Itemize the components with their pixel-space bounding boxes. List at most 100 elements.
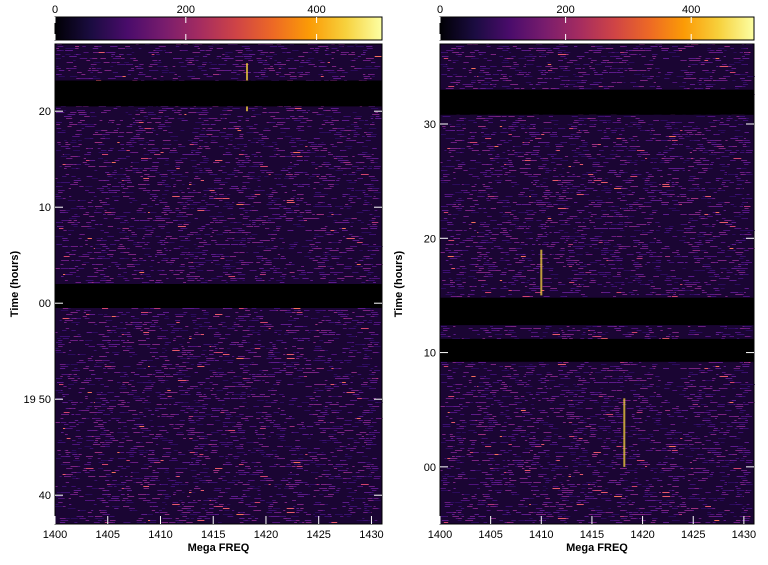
heatmap-cell (312, 148, 318, 149)
heatmap-cell (312, 458, 318, 459)
heatmap-cell (325, 116, 332, 117)
heatmap-cell (107, 342, 111, 343)
heatmap-cell (280, 430, 286, 431)
heatmap-cell (193, 400, 197, 401)
heatmap-cell (75, 48, 79, 49)
heatmap-cell (293, 120, 301, 121)
heatmap-cell (126, 248, 130, 249)
heatmap-cell (321, 142, 324, 143)
heatmap-cell (215, 420, 221, 421)
heatmap-cell (312, 260, 315, 261)
heatmap-cell (157, 314, 165, 315)
heatmap-cell (79, 208, 86, 209)
heatmap-cell (232, 278, 240, 279)
heatmap-cell (234, 386, 242, 387)
heatmap-cell (65, 48, 72, 49)
heatmap-cell (68, 222, 75, 223)
heatmap-cell (227, 454, 233, 455)
heatmap-cell (75, 282, 81, 283)
heatmap-cell (274, 426, 278, 427)
heatmap-cell (328, 322, 334, 323)
heatmap-cell (189, 438, 193, 439)
heatmap-cell (324, 256, 328, 257)
heatmap-cell (144, 390, 152, 391)
heatmap-cell (130, 372, 135, 373)
heatmap-cell (166, 456, 169, 457)
heatmap-cell (367, 358, 371, 359)
heatmap-cell (159, 242, 163, 243)
heatmap-cell (323, 406, 327, 407)
heatmap-cell (178, 454, 186, 455)
heatmap-cell (362, 268, 371, 269)
heatmap-cell (129, 356, 133, 357)
heatmap-cell (277, 428, 283, 429)
heatmap-cell (172, 148, 176, 149)
heatmap-cell (301, 60, 305, 61)
heatmap-cell (142, 430, 150, 431)
heatmap-cell (69, 426, 77, 427)
heatmap-cell (63, 394, 69, 395)
heatmap-cell (370, 178, 377, 179)
heatmap-cell (232, 356, 235, 357)
heatmap-cell (319, 350, 325, 351)
heatmap-cell (237, 162, 241, 163)
heatmap-cell (199, 438, 205, 439)
heatmap-cell (101, 346, 106, 347)
heatmap-cell (192, 166, 196, 167)
heatmap-cell (273, 400, 278, 401)
heatmap-cell (72, 136, 80, 137)
heatmap-cell (175, 166, 180, 167)
heatmap-cell (69, 374, 77, 375)
heatmap-cell (236, 318, 244, 319)
heatmap-cell (195, 256, 199, 257)
heatmap-cell (239, 278, 245, 279)
heatmap-cell (109, 362, 115, 363)
heatmap-cell (149, 170, 158, 171)
heatmap-cell (254, 156, 258, 157)
heatmap-cell (248, 72, 251, 73)
heatmap-cell (145, 450, 149, 451)
heatmap-cell (226, 442, 233, 443)
heatmap-cell (79, 106, 83, 107)
heatmap-cell (315, 346, 322, 347)
heatmap-cell (186, 352, 191, 353)
heatmap-cell (267, 170, 272, 171)
heatmap-cell (251, 166, 259, 167)
heatmap-cell (124, 374, 128, 375)
heatmap-cell (71, 370, 78, 371)
heatmap-cell (355, 132, 358, 133)
heatmap-cell (302, 220, 307, 221)
heatmap-cell (356, 236, 362, 237)
heatmap-cell (155, 326, 160, 327)
heatmap-cell (230, 370, 234, 371)
heatmap-cell (148, 466, 152, 467)
heatmap-cell (152, 382, 156, 383)
heatmap-cell (252, 178, 260, 179)
heatmap-cell (260, 322, 268, 323)
heatmap-cell (237, 172, 243, 173)
heatmap-cell (305, 454, 308, 455)
heatmap-cell (285, 218, 294, 219)
heatmap-cell (335, 256, 342, 257)
heatmap-cell (230, 140, 233, 141)
heatmap-cell (127, 240, 134, 241)
heatmap-cell (320, 228, 327, 229)
heatmap-cell (253, 138, 261, 139)
heatmap-cell (296, 138, 300, 139)
heatmap-cell (247, 240, 250, 241)
heatmap-cell (360, 378, 364, 379)
heatmap-cell (251, 116, 256, 117)
heatmap-cell (333, 158, 338, 159)
heatmap-cell (357, 220, 362, 221)
heatmap-cell (333, 184, 339, 185)
heatmap-cell (297, 150, 304, 151)
heatmap-cell (238, 320, 247, 321)
heatmap-cell (351, 320, 359, 321)
heatmap-cell (316, 312, 320, 313)
heatmap-cell (149, 140, 155, 141)
heatmap-cell (87, 70, 91, 71)
heatmap-cell (111, 214, 115, 215)
heatmap-cell (177, 226, 186, 227)
heatmap-cell (250, 452, 256, 453)
heatmap-cell (355, 316, 360, 317)
